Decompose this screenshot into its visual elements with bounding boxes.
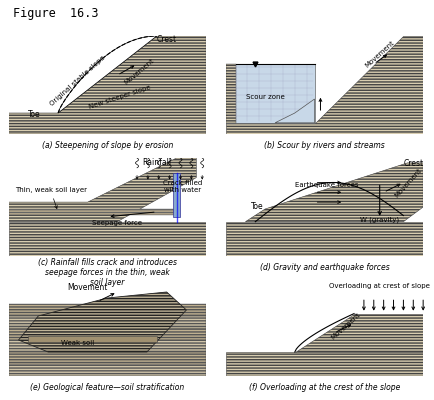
Text: Movement: Movement <box>364 40 395 69</box>
Polygon shape <box>226 222 423 256</box>
Text: Movement: Movement <box>67 282 108 292</box>
Text: Crack filled
with water: Crack filled with water <box>163 180 202 193</box>
Text: (b) Scour by rivers and streams: (b) Scour by rivers and streams <box>264 141 385 150</box>
Polygon shape <box>9 328 206 340</box>
Polygon shape <box>58 36 157 113</box>
Polygon shape <box>9 316 206 328</box>
Polygon shape <box>9 304 206 316</box>
Text: Seepage force: Seepage force <box>92 220 142 226</box>
Polygon shape <box>9 209 177 215</box>
Text: (a) Steepening of slope by erosion: (a) Steepening of slope by erosion <box>42 141 173 150</box>
Polygon shape <box>226 352 423 376</box>
Text: Weak soil: Weak soil <box>61 340 95 346</box>
Polygon shape <box>9 340 206 352</box>
Text: Thin, weak soil layer: Thin, weak soil layer <box>15 187 87 208</box>
Polygon shape <box>173 173 181 217</box>
Polygon shape <box>295 314 423 352</box>
Text: Toe: Toe <box>251 202 264 211</box>
Text: Original stable slope: Original stable slope <box>49 55 106 107</box>
Polygon shape <box>226 123 423 134</box>
Text: Crest: Crest <box>404 159 424 168</box>
Text: Crest: Crest <box>157 35 177 44</box>
Text: Movement: Movement <box>394 167 423 198</box>
Text: Figure  16.3: Figure 16.3 <box>13 6 99 20</box>
Polygon shape <box>246 163 423 222</box>
Polygon shape <box>226 64 315 123</box>
Text: W (gravity): W (gravity) <box>360 217 399 223</box>
Text: New steeper slope: New steeper slope <box>88 84 151 110</box>
Text: Toe: Toe <box>29 110 41 119</box>
Polygon shape <box>29 336 157 342</box>
Polygon shape <box>9 36 206 134</box>
Text: Scour zone: Scour zone <box>246 94 285 100</box>
Text: (d) Gravity and earthquake forces: (d) Gravity and earthquake forces <box>260 263 389 272</box>
Polygon shape <box>9 352 206 364</box>
Text: Rainfall: Rainfall <box>142 158 171 167</box>
Polygon shape <box>315 36 423 123</box>
Text: Movement: Movement <box>330 311 362 340</box>
Text: (f) Overloading at the crest of the slope: (f) Overloading at the crest of the slop… <box>249 383 400 392</box>
Text: (c) Rainfall fills crack and introduces
seepage forces in the thin, weak
soil la: (c) Rainfall fills crack and introduces … <box>38 258 177 288</box>
Text: Movement: Movement <box>123 58 155 86</box>
Text: (e) Geological feature—soil stratification: (e) Geological feature—soil stratificati… <box>30 383 184 392</box>
Polygon shape <box>9 158 196 222</box>
Polygon shape <box>9 364 206 376</box>
Polygon shape <box>226 64 236 123</box>
Text: Earthquake forces: Earthquake forces <box>295 182 358 188</box>
Polygon shape <box>275 99 315 123</box>
Polygon shape <box>9 222 206 256</box>
Polygon shape <box>19 292 187 352</box>
Text: Overloading at crest of slope: Overloading at crest of slope <box>329 283 430 289</box>
